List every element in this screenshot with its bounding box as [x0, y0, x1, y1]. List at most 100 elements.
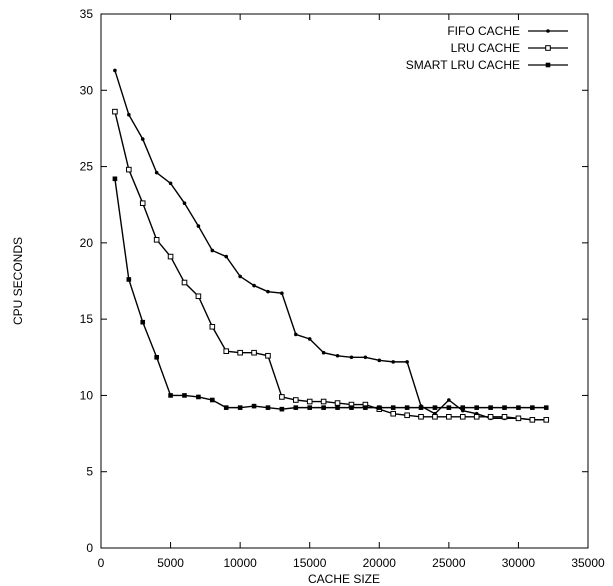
data-point — [390, 405, 396, 410]
x-tick-label: 15000 — [293, 556, 327, 570]
data-point — [210, 248, 215, 253]
data-point — [265, 352, 271, 359]
data-point — [418, 405, 424, 410]
legend-label: LRU CACHE — [451, 41, 520, 55]
y-tick-label: 10 — [80, 388, 94, 402]
data-point — [516, 405, 521, 410]
y-axis-label: CPU SECONDS — [11, 237, 25, 325]
data-point — [112, 108, 118, 115]
data-point — [196, 394, 201, 400]
y-tick-label: 5 — [86, 465, 93, 479]
y-tick-label: 0 — [86, 541, 93, 555]
x-tick-label: 30000 — [502, 556, 536, 570]
data-point — [140, 319, 146, 325]
y-tick-label: 15 — [80, 312, 94, 326]
data-point — [167, 253, 174, 260]
data-point — [515, 415, 522, 422]
data-point — [349, 355, 354, 360]
data-point — [126, 277, 132, 282]
x-tick-label: 20000 — [363, 556, 397, 570]
legend-swatch-marker — [546, 29, 550, 33]
data-point — [543, 405, 549, 410]
data-point — [488, 405, 493, 410]
data-point — [432, 413, 438, 420]
data-point — [195, 293, 202, 300]
data-point — [126, 166, 132, 173]
legend: FIFO CACHE LRU CACHE SMART LRU CACHE — [406, 24, 568, 72]
data-point — [349, 405, 354, 410]
data-point — [209, 323, 216, 330]
y-tick-label: 20 — [80, 236, 94, 250]
data-point — [474, 405, 479, 410]
data-point — [112, 176, 118, 182]
legend-swatch-marker — [545, 45, 551, 51]
data-point — [279, 406, 285, 412]
data-point — [306, 398, 313, 405]
data-point — [238, 274, 242, 279]
data-point — [210, 397, 215, 403]
data-point — [251, 349, 257, 356]
legend-label: FIFO CACHE — [447, 24, 520, 38]
data-point — [377, 358, 382, 363]
data-point — [307, 337, 312, 341]
series-line — [114, 111, 547, 421]
data-point — [530, 405, 535, 410]
series-line — [114, 70, 547, 421]
y-tick-label: 25 — [80, 160, 94, 174]
data-point — [153, 237, 160, 243]
x-tick-label: 35000 — [571, 556, 605, 570]
legend-label: SMART LRU CACHE — [406, 58, 520, 72]
data-point — [223, 405, 229, 410]
data-point — [335, 353, 340, 358]
data-point — [127, 112, 131, 117]
data-point — [168, 181, 173, 186]
data-point — [154, 354, 159, 360]
data-point — [529, 417, 536, 423]
data-point — [265, 405, 271, 410]
data-point — [502, 405, 507, 410]
data-point — [293, 405, 299, 410]
data-point — [237, 405, 243, 410]
series-layer — [112, 68, 550, 423]
data-point — [224, 254, 229, 259]
data-point — [446, 405, 452, 410]
data-point — [223, 348, 230, 354]
data-point — [252, 283, 256, 288]
series-0 — [113, 68, 549, 422]
data-point — [266, 289, 270, 294]
data-point — [294, 332, 298, 337]
data-point — [363, 355, 368, 360]
data-point — [404, 405, 410, 410]
data-point — [487, 413, 494, 420]
data-point — [418, 413, 424, 420]
data-point — [251, 403, 257, 409]
data-point — [237, 349, 243, 356]
x-tick-label: 0 — [98, 556, 105, 570]
data-point — [293, 397, 299, 403]
data-point — [543, 417, 550, 423]
data-point — [320, 398, 327, 405]
legend-swatch-marker — [545, 62, 551, 68]
data-point — [307, 405, 313, 410]
data-point — [404, 412, 410, 419]
data-point — [321, 350, 326, 355]
data-point — [321, 405, 326, 410]
x-tick-label: 25000 — [432, 556, 466, 570]
data-point — [113, 68, 117, 73]
data-point — [501, 413, 508, 420]
data-point — [196, 224, 201, 228]
x-tick-label: 5000 — [157, 556, 184, 570]
data-point — [139, 200, 146, 206]
data-point — [182, 393, 187, 398]
data-point — [280, 291, 284, 296]
series-2 — [112, 176, 549, 412]
series-1 — [112, 108, 550, 423]
data-point — [140, 137, 145, 141]
data-point — [279, 394, 285, 400]
axis-ticks: 0 5000 10000 15000 20000 25000 30000 35000 0 5 10 1… — [80, 7, 605, 570]
plot-frame — [100, 13, 589, 549]
x-tick-label: 10000 — [223, 556, 257, 570]
data-point — [363, 405, 368, 410]
y-tick-label: 35 — [80, 7, 94, 21]
